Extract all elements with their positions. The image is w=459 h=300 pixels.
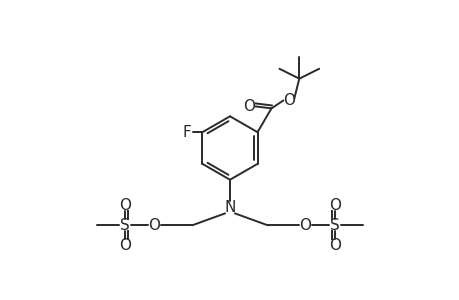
Text: O: O xyxy=(118,238,130,253)
Text: O: O xyxy=(243,99,255,114)
Text: O: O xyxy=(329,238,341,253)
Text: N: N xyxy=(224,200,235,215)
Text: O: O xyxy=(283,93,295,108)
Text: O: O xyxy=(118,198,130,213)
Text: S: S xyxy=(119,218,129,233)
Text: O: O xyxy=(299,218,311,233)
Text: O: O xyxy=(329,198,341,213)
Text: S: S xyxy=(330,218,340,233)
Text: O: O xyxy=(148,218,160,233)
Text: F: F xyxy=(182,125,190,140)
